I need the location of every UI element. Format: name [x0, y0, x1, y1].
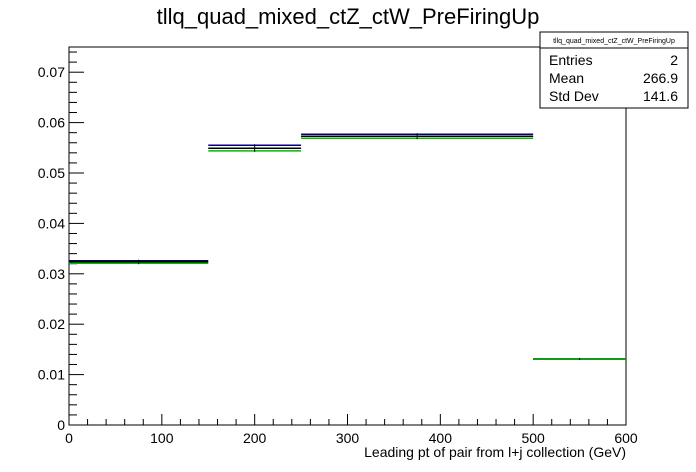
- y-tick-label: 0.04: [38, 215, 65, 231]
- stats-rows: Entries 2 Mean 266.9 Std Dev 141.6: [549, 52, 678, 104]
- x-tick-label: 400: [429, 430, 453, 446]
- y-tick-label: 0.06: [38, 115, 65, 131]
- y-tick-label: 0.05: [38, 165, 65, 181]
- x-tick-label: 100: [150, 430, 174, 446]
- stats-row-value: 141.6: [643, 88, 678, 104]
- x-tick-label: 500: [521, 430, 545, 446]
- stats-row-label: Std Dev: [549, 88, 599, 104]
- y-axis: 0 0.01 0.02 0.03 0.04 0.05 0.06 0.07: [38, 51, 84, 433]
- chart-title: tllq_quad_mixed_ctZ_ctW_PreFiringUp: [157, 4, 540, 29]
- x-tick-label: 300: [336, 430, 360, 446]
- y-tick-label: 0.07: [38, 64, 65, 80]
- stats-row-label: Entries: [549, 52, 593, 68]
- x-tick-label: 0: [65, 430, 73, 446]
- y-tick-label: 0.03: [38, 266, 65, 282]
- y-tick-label: 0.01: [38, 367, 65, 383]
- histogram-bins: [69, 133, 626, 360]
- x-tick-label: 200: [243, 430, 267, 446]
- stats-box-title: tllq_quad_mixed_ctZ_ctW_PreFiringUp: [553, 38, 675, 45]
- x-axis-label: Leading pt of pair from l+j collection (…: [364, 444, 626, 460]
- stats-row-label: Mean: [549, 70, 584, 86]
- x-axis: 0 100 200 300 400 500 600: [65, 414, 638, 446]
- x-tick-label: 600: [614, 430, 638, 446]
- y-tick-label: 0.02: [38, 316, 65, 332]
- stats-row-value: 266.9: [643, 70, 678, 86]
- stats-box-frame: [539, 31, 689, 109]
- stats-row-value: 2: [670, 52, 678, 68]
- y-tick-label: 0: [57, 417, 65, 433]
- stats-box: tllq_quad_mixed_ctZ_ctW_PreFiringUp Entr…: [539, 31, 689, 109]
